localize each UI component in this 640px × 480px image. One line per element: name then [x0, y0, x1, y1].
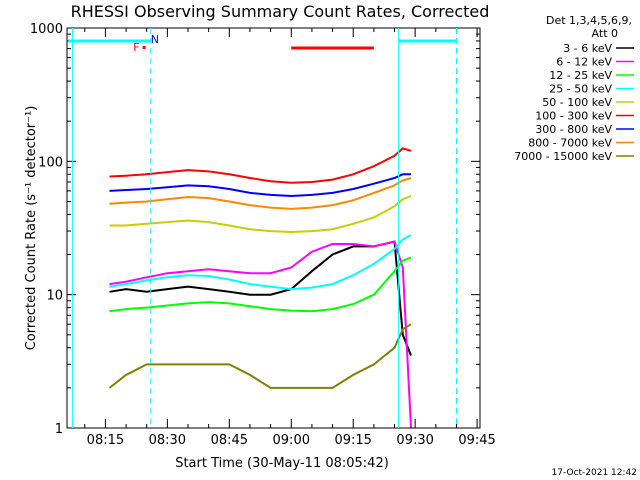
x-axis-label: Start Time (30-May-11 08:05:42) [175, 456, 389, 471]
chart-title: RHESSI Observing Summary Count Rates, Co… [71, 2, 490, 21]
plot-frame [66, 27, 481, 429]
y-axis: 1 10 100 1000 [30, 22, 480, 437]
y-axis-label: Corrected Count Rate (s⁻¹ detector⁻¹) [24, 106, 39, 351]
series-line-6 [109, 173, 411, 198]
legend-label: 7000 - 15000 keV [514, 150, 612, 163]
legend-label: 800 - 7000 keV [528, 137, 612, 150]
x-tick-label: 09:00 [273, 433, 310, 448]
series-line-4 [109, 195, 412, 234]
legend-header-line-1: Det 1,3,4,5,6,9, [546, 14, 632, 27]
x-tick-label: 09:30 [396, 433, 433, 448]
generation-timestamp: 17-Oct-2021 12:42 [552, 468, 637, 478]
x-tick-label: 09:15 [334, 433, 371, 448]
series-line-3 [109, 234, 412, 291]
y-tick-label: 1000 [30, 22, 63, 37]
y-tick-label: 1 [55, 422, 63, 437]
x-tick-label: 08:30 [149, 433, 186, 448]
x-tick-label: 08:15 [87, 433, 124, 448]
flag-marker-f [142, 46, 146, 49]
legend-label: 3 - 6 keV [563, 42, 612, 55]
legend-label: 300 - 800 keV [535, 123, 612, 136]
legend-label: 6 - 12 keV [556, 56, 612, 69]
series-line-2 [109, 256, 412, 313]
flag-label-f: F [133, 41, 139, 54]
plot-area [108, 147, 412, 429]
series-line-5 [109, 147, 412, 184]
legend-label: 12 - 25 keV [549, 69, 612, 82]
series-line-1 [109, 240, 412, 429]
annotations: FN [68, 28, 457, 428]
x-tick-label: 09:45 [458, 433, 495, 448]
y-tick-label: 10 [46, 289, 63, 304]
legend-label: 25 - 50 keV [549, 83, 612, 96]
legend-label: 50 - 100 keV [542, 96, 612, 109]
legend-header-line-2: Att 0 [592, 27, 618, 40]
y-tick-label: 100 [38, 155, 63, 170]
series-line-8 [108, 323, 412, 389]
x-tick-label: 08:45 [211, 433, 248, 448]
legend-label: 100 - 300 keV [535, 110, 612, 123]
flag-label-n: N [151, 33, 159, 46]
series-line-7 [109, 177, 412, 210]
